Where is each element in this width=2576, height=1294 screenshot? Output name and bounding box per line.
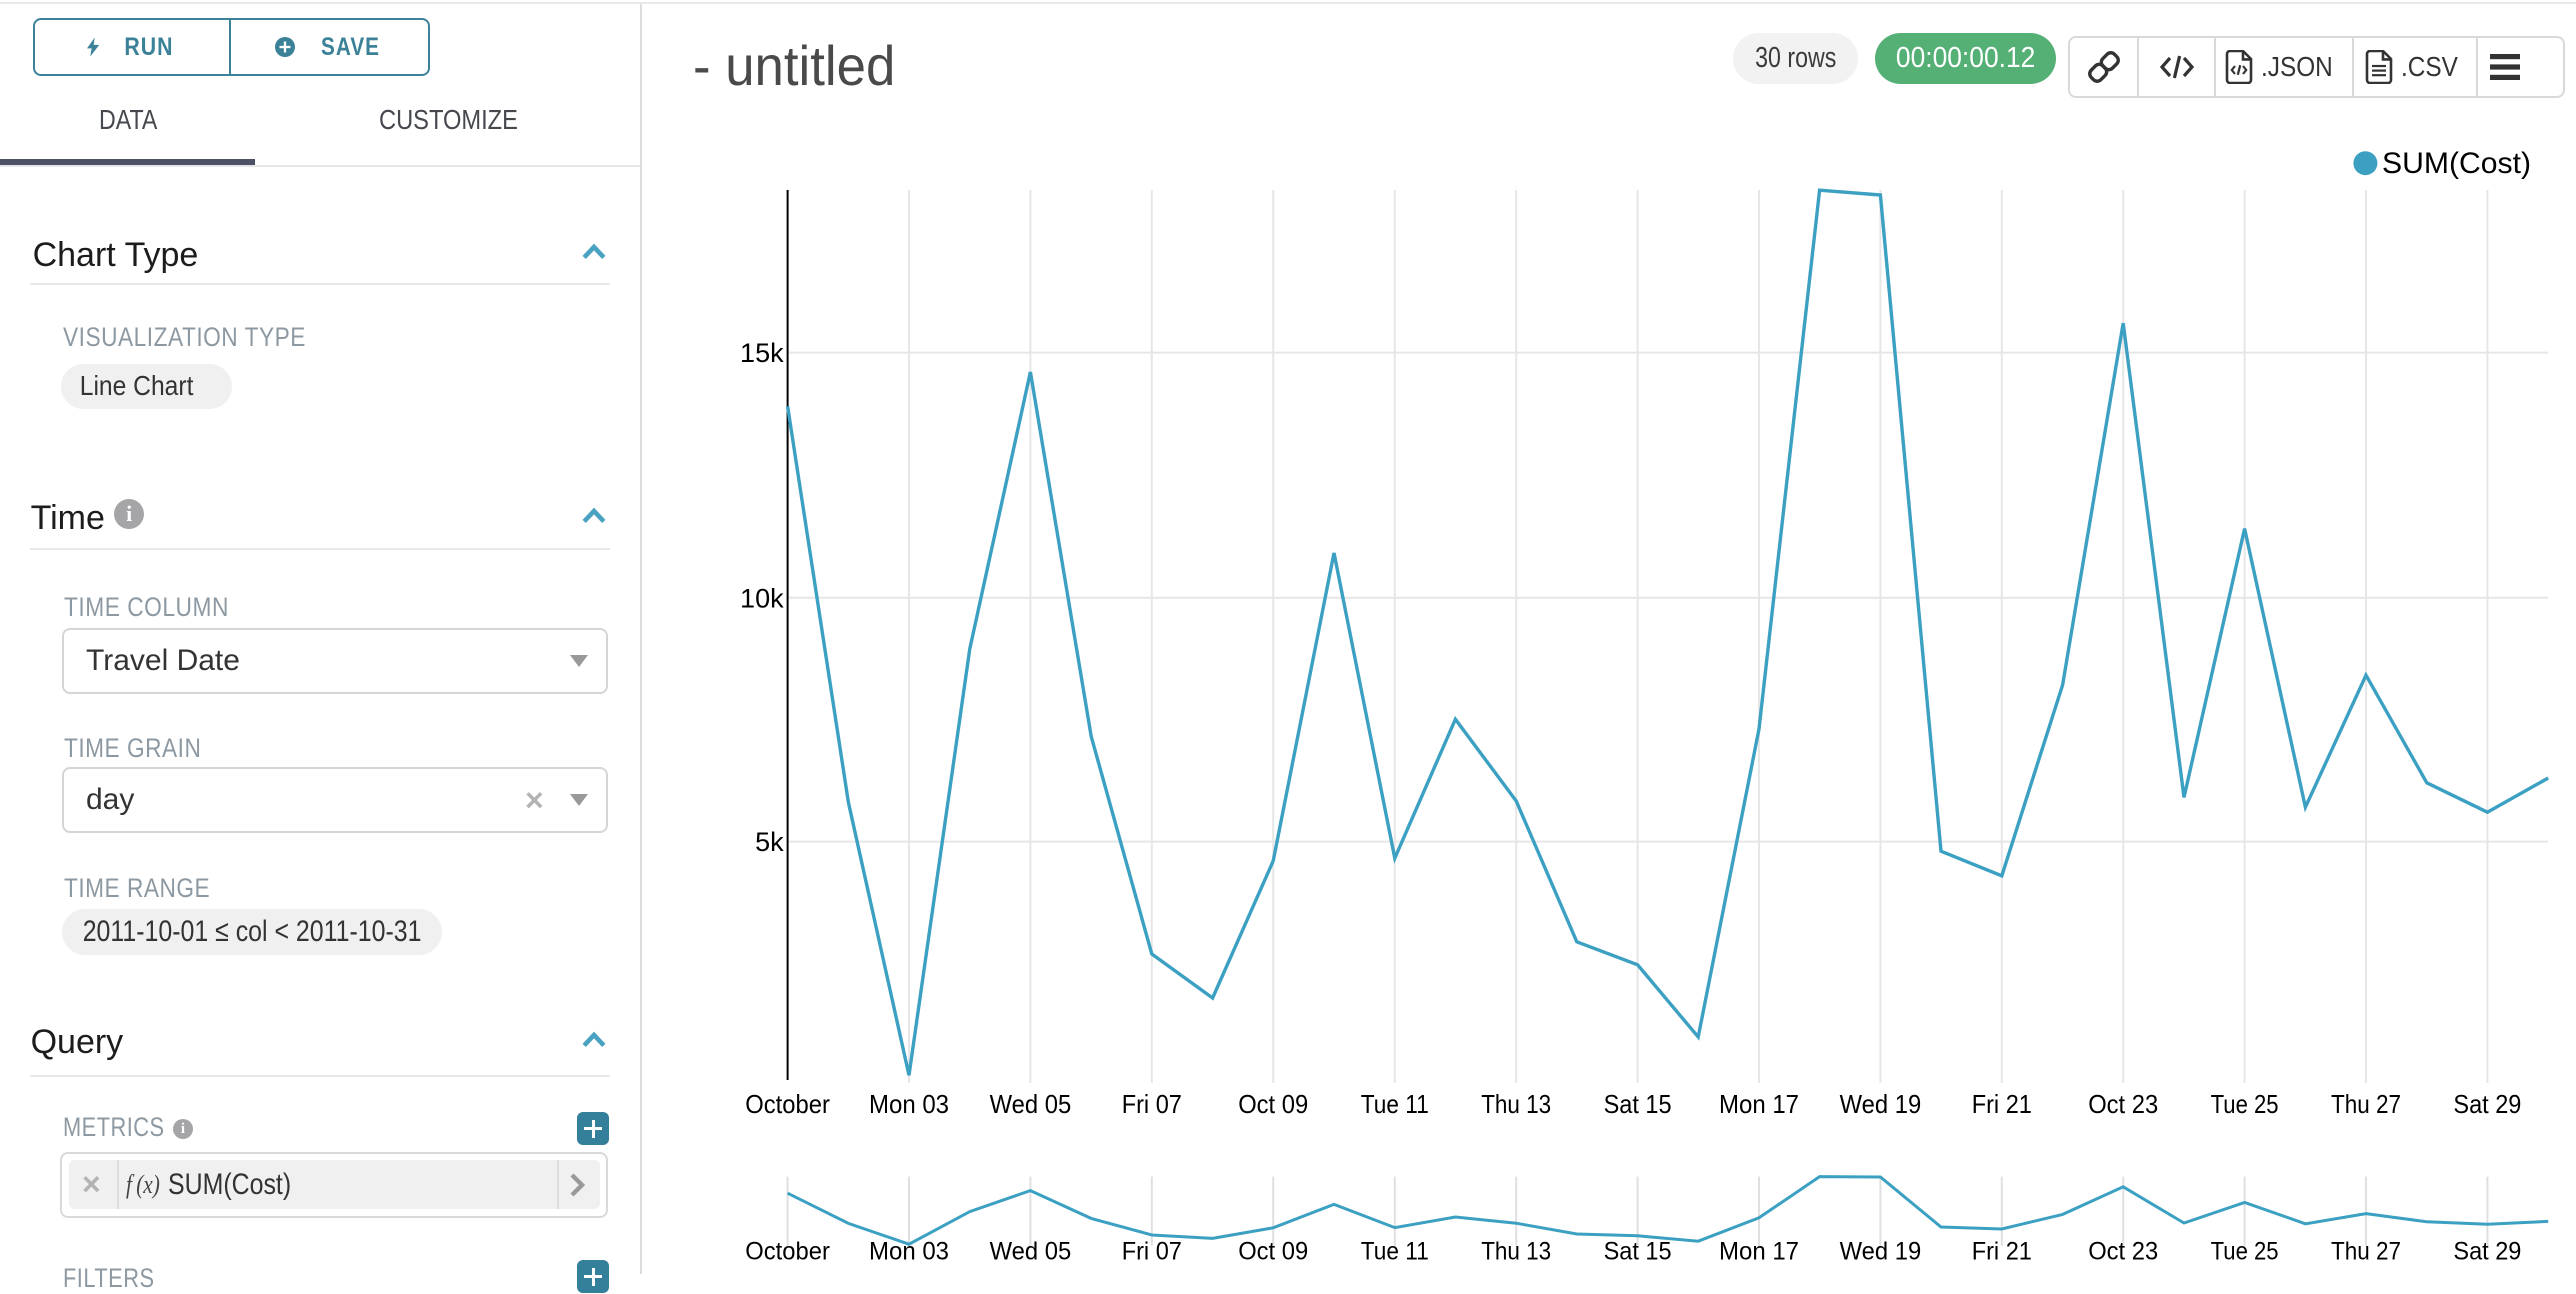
svg-text:Mon 17: Mon 17: [1719, 1089, 1799, 1119]
svg-text:Wed 05: Wed 05: [990, 1089, 1072, 1119]
svg-text:Wed 19: Wed 19: [1840, 1238, 1922, 1266]
svg-text:Sat 15: Sat 15: [1604, 1238, 1672, 1266]
svg-text:SUM(Cost): SUM(Cost): [2382, 147, 2531, 180]
svg-text:Fri 07: Fri 07: [1122, 1089, 1182, 1119]
svg-text:Thu 27: Thu 27: [2331, 1089, 2401, 1119]
svg-text:Tue 25: Tue 25: [2211, 1089, 2279, 1119]
svg-text:Oct 09: Oct 09: [1238, 1238, 1308, 1266]
svg-text:October: October: [745, 1238, 830, 1266]
svg-text:Wed 19: Wed 19: [1840, 1089, 1922, 1119]
svg-text:Wed 05: Wed 05: [990, 1238, 1072, 1266]
svg-text:Sat 29: Sat 29: [2453, 1089, 2521, 1119]
svg-text:Mon 17: Mon 17: [1719, 1238, 1799, 1266]
svg-text:Oct 23: Oct 23: [2088, 1238, 2158, 1266]
svg-text:Sat 29: Sat 29: [2453, 1238, 2521, 1266]
svg-text:October: October: [745, 1089, 830, 1119]
svg-text:Oct 09: Oct 09: [1238, 1089, 1308, 1119]
svg-text:Fri 21: Fri 21: [1972, 1238, 2032, 1266]
svg-text:Tue 11: Tue 11: [1361, 1089, 1429, 1119]
svg-text:Sat 15: Sat 15: [1604, 1089, 1672, 1119]
svg-text:Fri 07: Fri 07: [1122, 1238, 1182, 1266]
svg-text:15k: 15k: [740, 338, 784, 368]
svg-text:Tue 25: Tue 25: [2211, 1238, 2279, 1266]
svg-text:Oct 23: Oct 23: [2088, 1089, 2158, 1119]
svg-text:5k: 5k: [755, 827, 784, 857]
svg-text:Thu 27: Thu 27: [2331, 1238, 2401, 1266]
svg-text:10k: 10k: [740, 583, 784, 613]
svg-text:Mon 03: Mon 03: [869, 1089, 949, 1119]
svg-text:Thu 13: Thu 13: [1481, 1238, 1551, 1266]
svg-text:Fri 21: Fri 21: [1972, 1089, 2032, 1119]
svg-text:Mon 03: Mon 03: [869, 1238, 949, 1266]
svg-text:Tue 11: Tue 11: [1361, 1238, 1429, 1266]
svg-text:Thu 13: Thu 13: [1481, 1089, 1551, 1119]
